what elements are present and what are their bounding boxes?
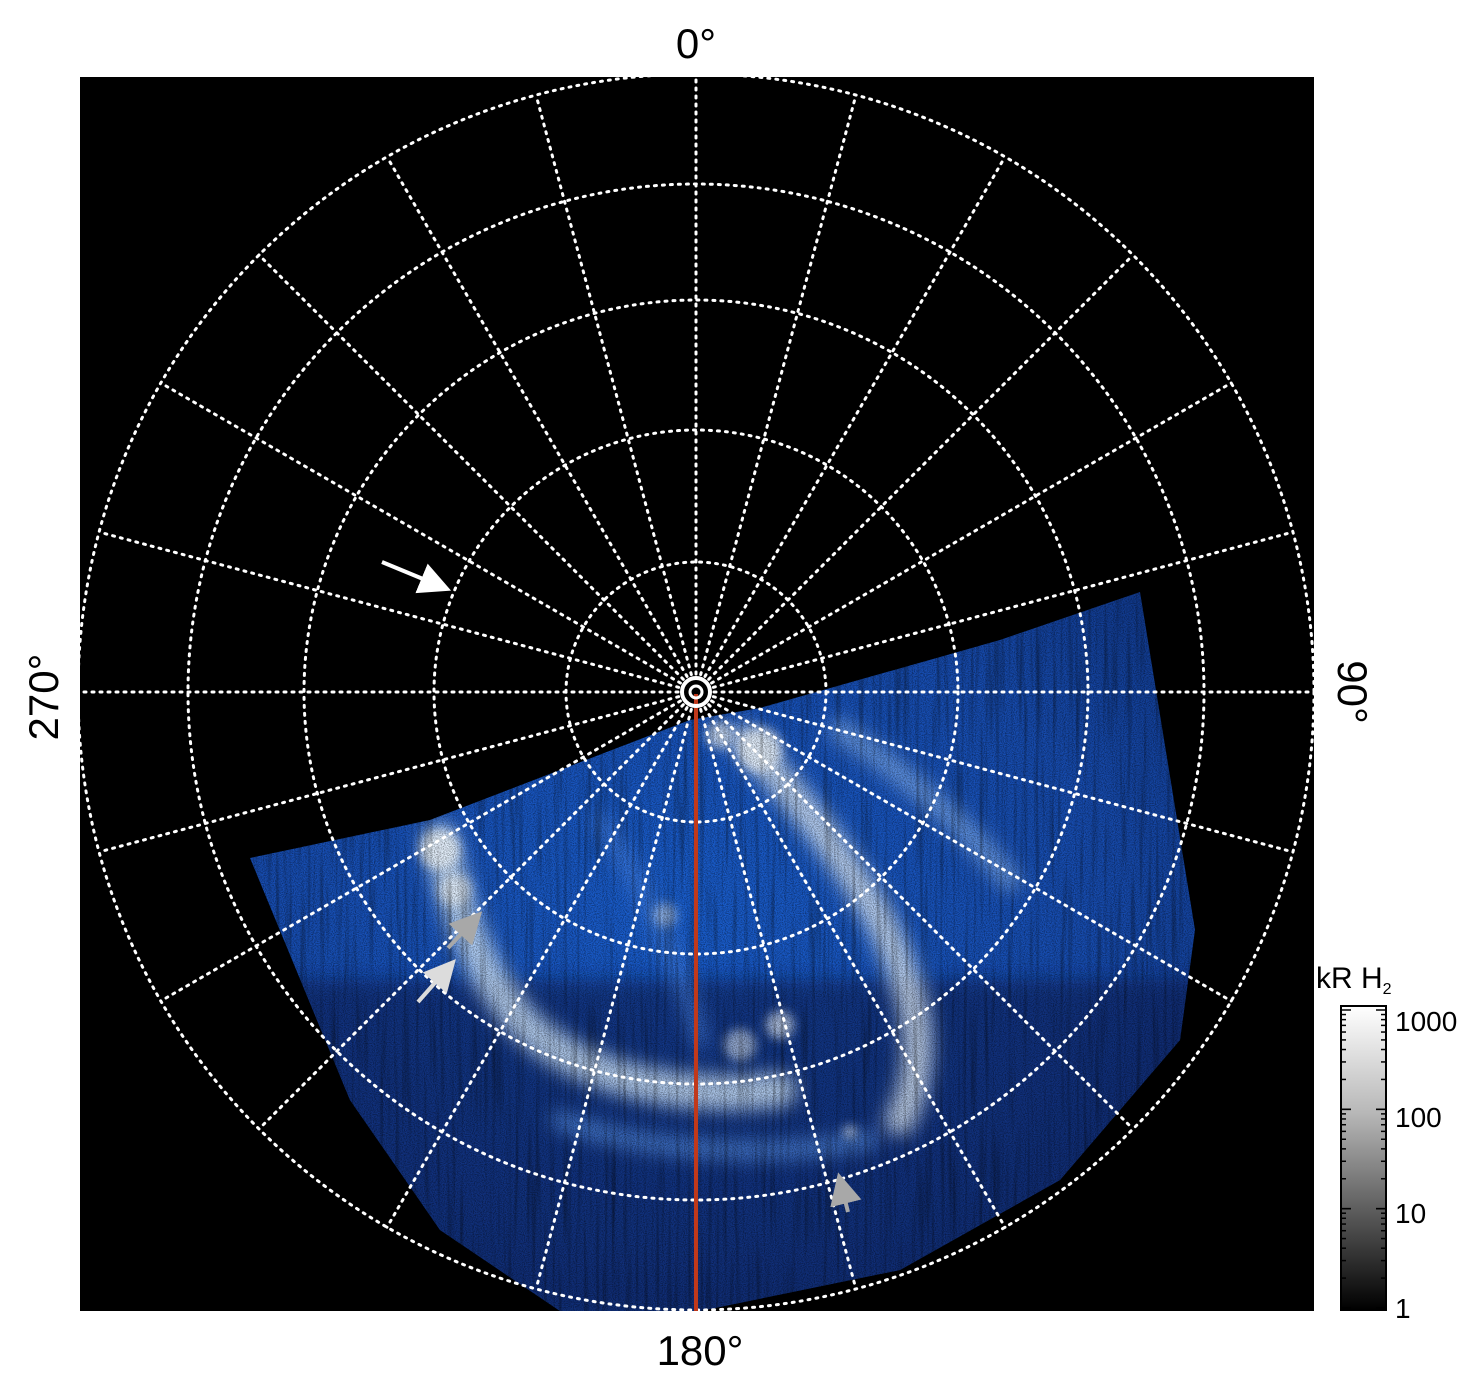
colorbar-tick-1000: 1000 [1395, 1006, 1457, 1037]
label-left: 270° [20, 654, 67, 741]
label-right: 90° [1329, 660, 1376, 724]
gray-arrow-3 [830, 1172, 862, 1213]
label-top: 0° [676, 20, 716, 67]
colorbar-tick-100: 100 [1395, 1102, 1442, 1133]
colorbar-gradient [1340, 1005, 1387, 1311]
white-arrow [381, 560, 452, 594]
gray-arrow-2 [416, 959, 456, 1004]
label-bottom: 180° [657, 1327, 744, 1374]
colorbar-unit-label: kR H2 [1316, 962, 1392, 998]
colorbar-tick-1: 1 [1395, 1293, 1411, 1324]
pole-marker [680, 676, 712, 708]
colorbar: kR H2 1000 100 10 1 [1316, 962, 1457, 1324]
colorbar-tick-10: 10 [1395, 1198, 1426, 1229]
gray-arrow-1 [446, 911, 483, 950]
